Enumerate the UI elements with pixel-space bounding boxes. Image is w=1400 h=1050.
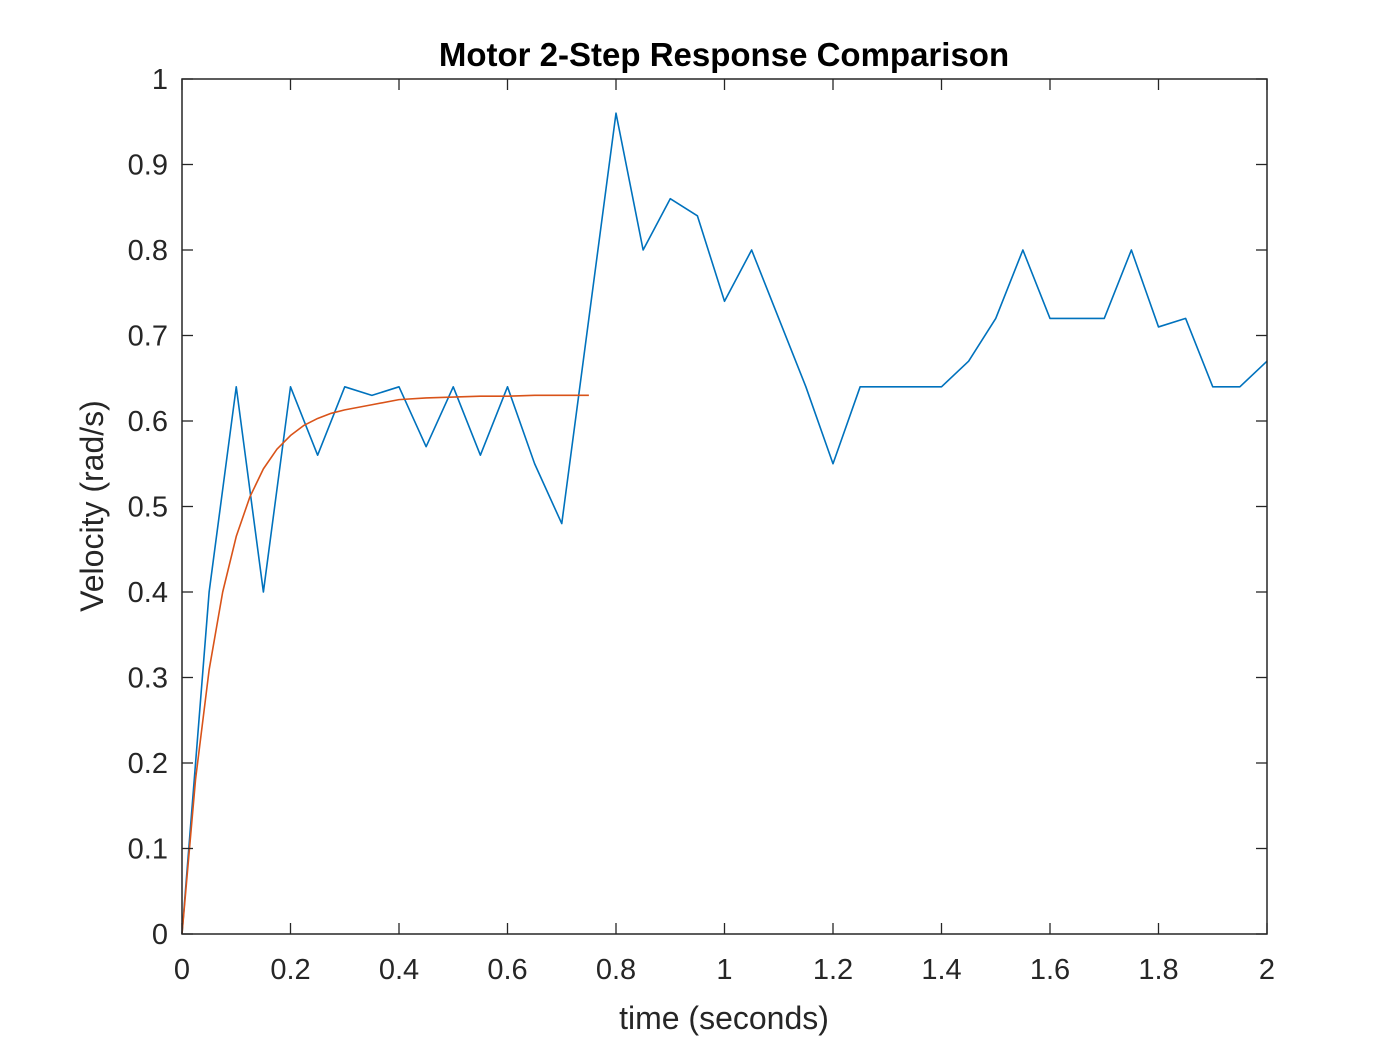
series-line-2 <box>181 394 589 935</box>
x-tick-label: 1.8 <box>1138 954 1178 986</box>
series-group <box>181 112 1268 935</box>
y-tick-label: 0.2 <box>128 748 168 780</box>
y-axis-label: Velocity (rad/s) <box>74 400 110 612</box>
x-tick-label: 0.4 <box>379 954 419 986</box>
axes-box <box>181 78 1268 935</box>
y-axis: 0 0.1 0.2 0.3 0.4 0.5 0.6 0.7 0.8 0.9 1 <box>128 64 1267 951</box>
y-tick-label: 0.9 <box>128 150 168 182</box>
y-tick-label: 0 <box>152 919 168 951</box>
x-tick-label: 1.6 <box>1030 954 1070 986</box>
x-tick-label: 0.2 <box>270 954 310 986</box>
x-axis-label: time (seconds) <box>619 1000 829 1036</box>
x-axis: 0 0.2 0.4 0.6 0.8 1 1.2 1.4 1.6 1.8 2 <box>174 79 1275 986</box>
x-tick-label: 1 <box>716 954 732 986</box>
x-tick-label: 1.4 <box>921 954 961 986</box>
y-tick-label: 0.1 <box>128 834 168 866</box>
chart-title: Motor 2-Step Response Comparison <box>439 36 1009 73</box>
y-tick-label: 0.3 <box>128 663 168 695</box>
y-tick-label: 0.7 <box>128 321 168 353</box>
y-tick-label: 0.5 <box>128 492 168 524</box>
x-tick-label: 1.2 <box>813 954 853 986</box>
x-tick-label: 2 <box>1259 954 1275 986</box>
y-tick-label: 0.6 <box>128 406 168 438</box>
x-tick-label: 0 <box>174 954 190 986</box>
y-tick-label: 0.8 <box>128 235 168 267</box>
x-tick-label: 0.6 <box>487 954 527 986</box>
y-tick-label: 1 <box>152 64 168 96</box>
y-tick-label: 0.4 <box>128 577 168 609</box>
series-line-1 <box>181 112 1268 935</box>
x-tick-label: 0.8 <box>596 954 636 986</box>
